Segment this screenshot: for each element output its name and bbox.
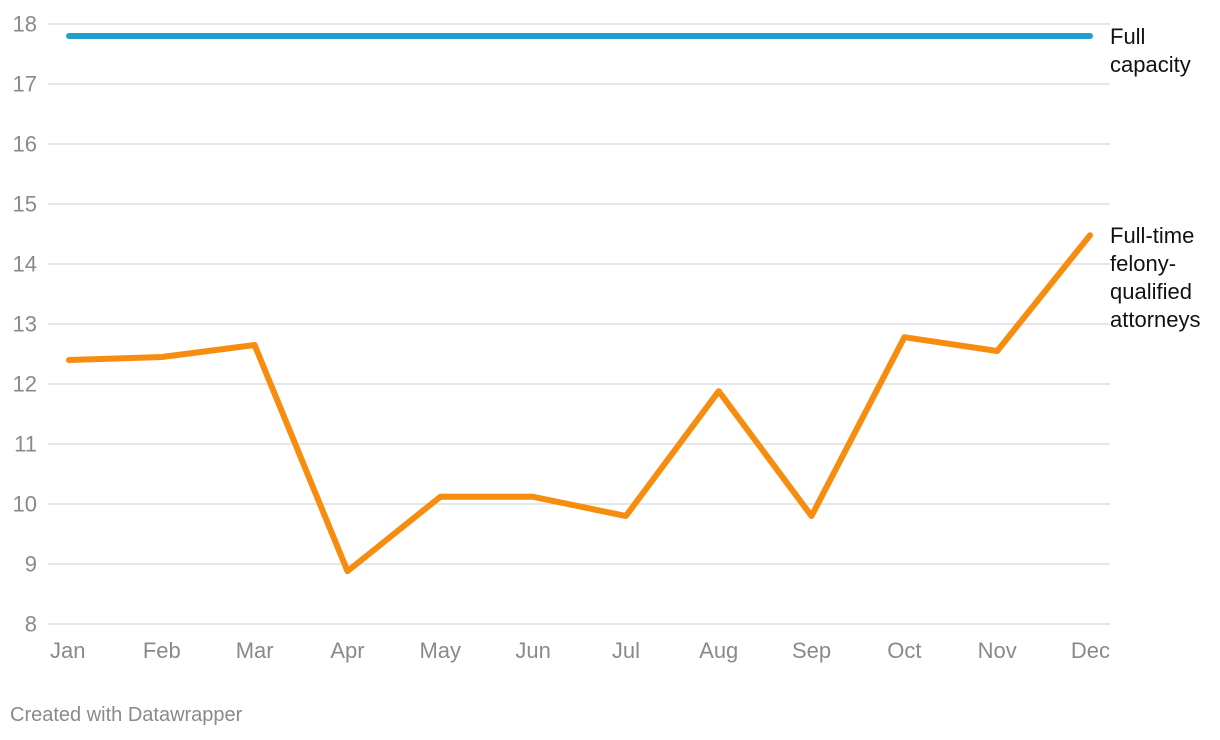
series-label-full-capacity: Full capacity bbox=[1110, 24, 1191, 77]
y-axis-tick-labels: 8 9 10 11 12 13 14 15 16 17 18 bbox=[13, 12, 37, 637]
x-tick-label-mar: Mar bbox=[236, 638, 274, 663]
x-tick-label-jul: Jul bbox=[612, 638, 640, 663]
y-tick-label-12: 12 bbox=[13, 372, 37, 397]
series-lines bbox=[66, 33, 1093, 575]
x-tick-label-sep: Sep bbox=[792, 638, 831, 663]
series-label-felony-qualified-attorneys: Full-time felony-qualified attorneys bbox=[1110, 223, 1201, 332]
x-tick-label-oct: Oct bbox=[887, 638, 921, 663]
y-tick-label-13: 13 bbox=[13, 312, 37, 337]
y-tick-label-16: 16 bbox=[13, 132, 37, 157]
y-tick-label-11: 11 bbox=[14, 432, 37, 457]
x-axis-tick-labels: Jan Feb Mar Apr May Jun Jul Aug Sep Oct Nov Dec bbox=[50, 638, 1110, 663]
series-line-felony-qualified-attorneys bbox=[66, 232, 1093, 575]
y-tick-label-8: 8 bbox=[25, 612, 37, 637]
y-tick-label-9: 9 bbox=[25, 552, 37, 577]
x-tick-label-apr: Apr bbox=[330, 638, 364, 663]
x-tick-label-jan: Jan bbox=[50, 638, 85, 663]
gridlines bbox=[48, 23, 1110, 625]
credit-text: Created with Datawrapper bbox=[10, 704, 243, 726]
x-tick-label-nov: Nov bbox=[978, 638, 1017, 663]
x-tick-label-feb: Feb bbox=[143, 638, 181, 663]
x-tick-label-aug: Aug bbox=[699, 638, 738, 663]
y-tick-label-17: 17 bbox=[13, 72, 37, 97]
x-tick-label-may: May bbox=[419, 638, 461, 663]
y-tick-label-15: 15 bbox=[13, 192, 37, 217]
y-tick-label-10: 10 bbox=[13, 492, 37, 517]
y-tick-label-18: 18 bbox=[13, 12, 37, 37]
series-labels: Full capacity Full-time felony-qualified att… bbox=[1110, 24, 1201, 332]
y-tick-label-14: 14 bbox=[13, 252, 37, 277]
x-tick-label-jun: Jun bbox=[515, 638, 550, 663]
x-tick-label-dec: Dec bbox=[1071, 638, 1110, 663]
